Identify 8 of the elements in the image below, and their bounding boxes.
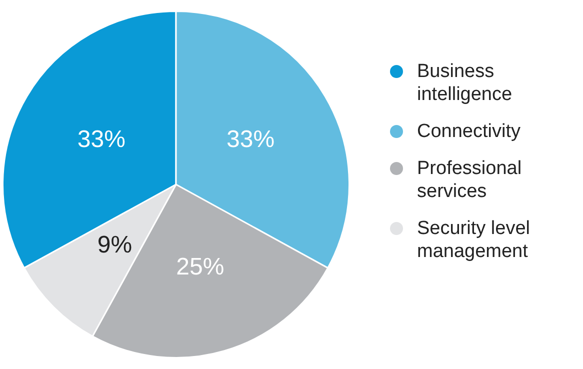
legend-label: Business intelligence xyxy=(417,60,514,106)
data-label: 25% xyxy=(176,253,224,280)
legend-label: Connectivity xyxy=(417,120,520,143)
data-label: 33% xyxy=(226,126,275,154)
data-label: 9% xyxy=(97,231,132,258)
data-label: 33% xyxy=(77,126,126,154)
legend-label: Security level management xyxy=(417,217,531,263)
legend-label: Professional services xyxy=(417,157,523,203)
